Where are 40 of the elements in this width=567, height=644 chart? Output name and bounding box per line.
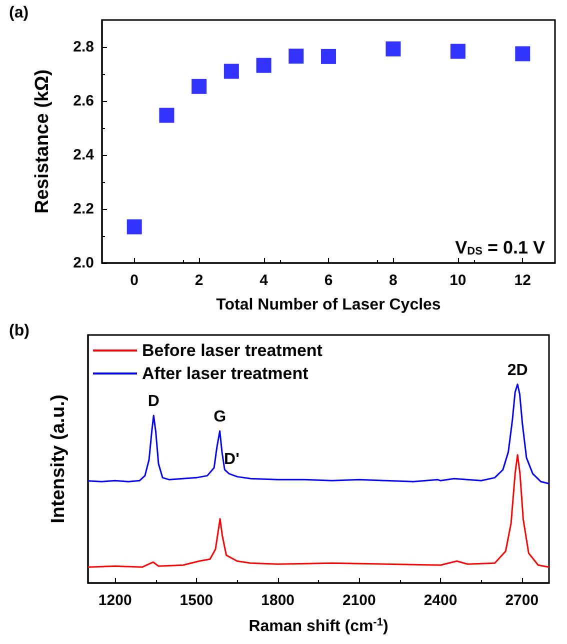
point: [386, 41, 401, 56]
y-axis-title: Intensity (a.u.): [48, 394, 69, 524]
x-tick-label: 8: [389, 272, 398, 289]
point: [256, 58, 272, 73]
point: [159, 108, 174, 123]
x-tick-label: 1500: [180, 592, 214, 609]
x-tick-label: 10: [450, 272, 466, 289]
x-axis-title: Total Number of Laser Cycles: [216, 296, 441, 314]
annotation: D': [224, 451, 240, 468]
point: [288, 48, 304, 64]
point: [515, 46, 530, 62]
point: [126, 219, 142, 234]
y-tick-label: 2.2: [73, 200, 94, 218]
chart-title: (a): [9, 4, 29, 22]
annotation: 2D: [507, 362, 528, 379]
x-tick-label: 6: [324, 272, 333, 289]
point: [224, 64, 239, 79]
y-tick-label: 2.4: [73, 146, 95, 164]
x-tick-label: 2700: [505, 592, 539, 609]
x-tick-label: 2: [194, 272, 204, 289]
x-tick-label: 2400: [424, 592, 458, 609]
legend-label: After laser treatment: [142, 364, 309, 383]
x-tick-label: 0: [130, 272, 139, 289]
x-tick-label: 4: [260, 272, 269, 289]
y-tick-label: 2.6: [73, 92, 94, 110]
annotation: D: [148, 392, 160, 410]
point: [450, 44, 466, 59]
chart-title: (b): [9, 322, 30, 340]
y-tick-label: 2.0: [73, 254, 94, 272]
x-tick-label: 2100: [342, 592, 376, 609]
point: [321, 48, 336, 64]
legend-label: Before laser treatment: [142, 341, 323, 360]
y-axis-title: Resistance (kΩ): [32, 69, 53, 214]
y-tick-label: 2.8: [73, 38, 94, 56]
point: [192, 78, 207, 94]
x-tick-label: 1200: [98, 592, 132, 609]
x-tick-label: 12: [514, 272, 531, 289]
annotation: VDS = 0.1 V: [455, 238, 546, 258]
annotation: G: [214, 408, 226, 426]
x-tick-label: 1800: [261, 592, 295, 609]
